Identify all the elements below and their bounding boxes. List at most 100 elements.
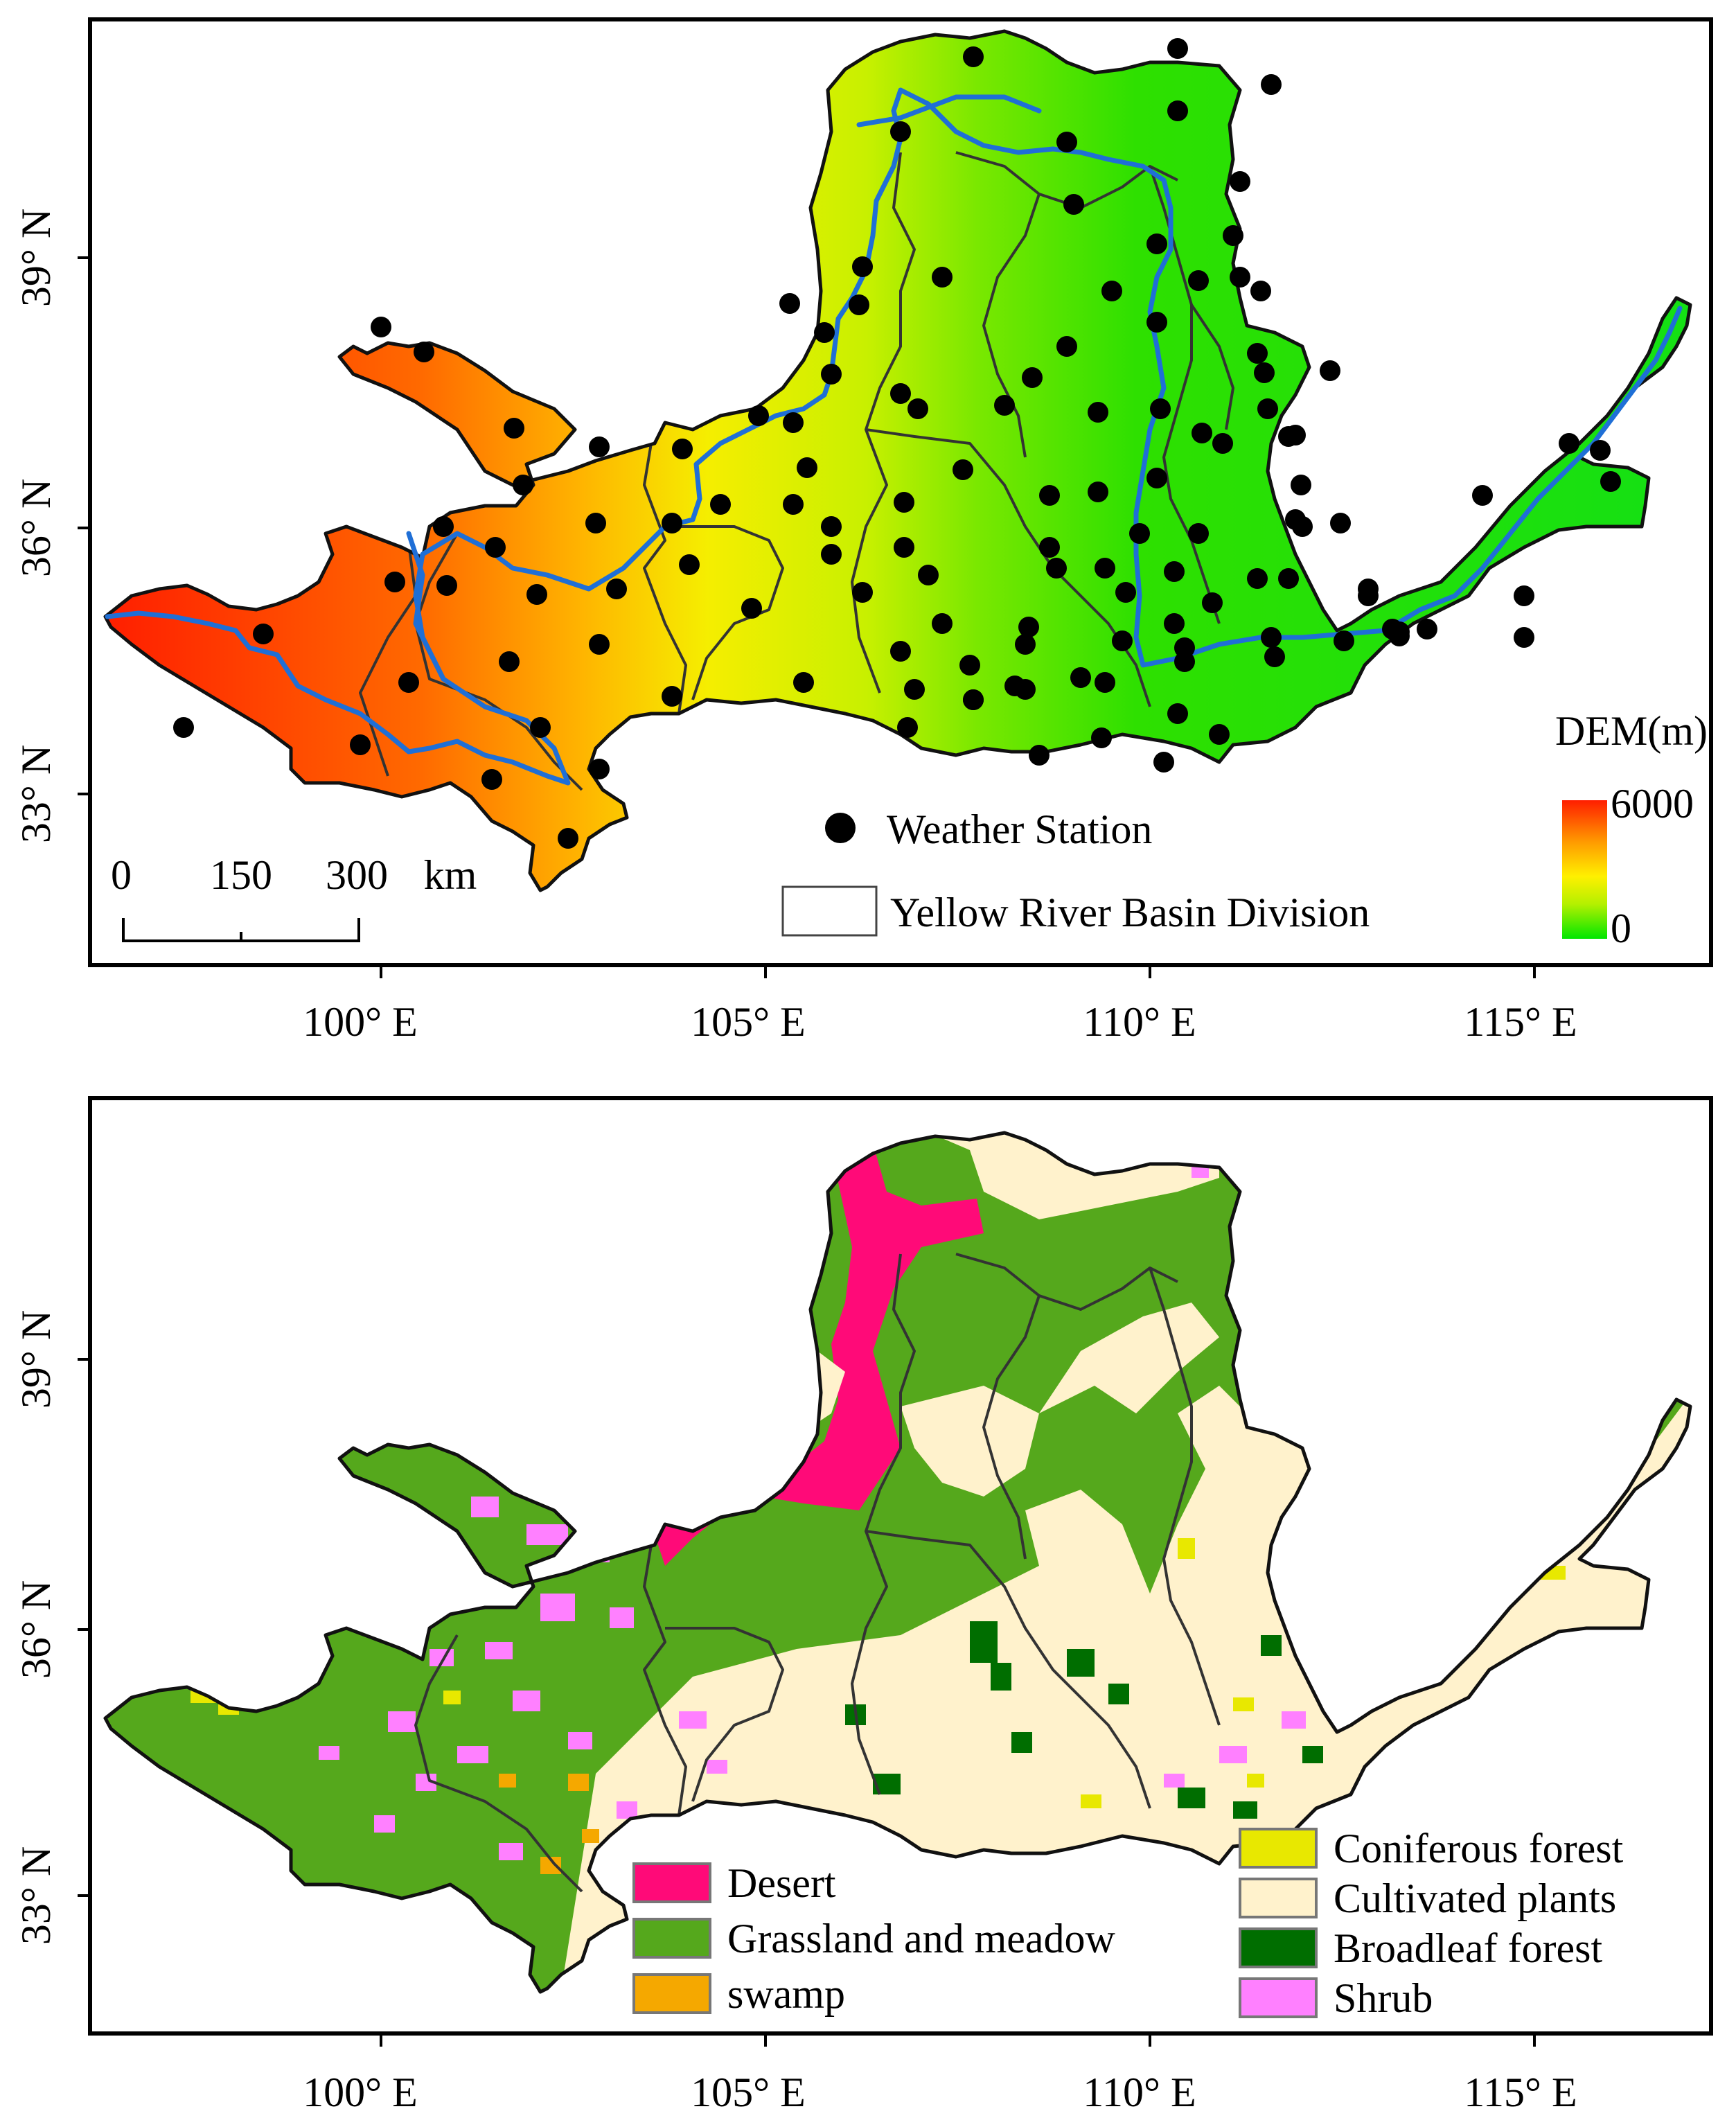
weather-station-marker: [589, 759, 610, 779]
weather-station-marker: [1150, 398, 1171, 419]
weather-station-marker: [1167, 703, 1188, 724]
weather-station-marker: [1070, 667, 1091, 688]
legend-label: Desert: [727, 1860, 836, 1906]
weather-station-marker: [1095, 558, 1115, 579]
weather-station-marker: [1167, 100, 1188, 121]
weather-station-marker: [783, 412, 804, 433]
lon-label: 100° E: [303, 999, 418, 1045]
division-legend-symbol: [781, 885, 878, 937]
weather-station-marker: [1278, 568, 1299, 589]
weather-station-marker: [371, 317, 391, 337]
weather-station-marker: [890, 121, 911, 142]
lon-label: 105° E: [691, 2070, 806, 2115]
weather-station-marker: [1334, 630, 1354, 651]
weather-station-marker: [1129, 523, 1150, 544]
weather-station-marker: [530, 717, 551, 738]
dem-raster: [105, 31, 1690, 890]
weather-station-marker: [1039, 485, 1060, 506]
division-legend-label: Yellow River Basin Division: [890, 890, 1370, 935]
top-legend: Weather Station Yellow River Basin Divis…: [781, 806, 1370, 937]
legend-swatch: [1239, 1828, 1318, 1869]
lon-label: 110° E: [1083, 2070, 1196, 2115]
weather-station-marker: [793, 672, 814, 693]
weather-station-marker: [963, 46, 984, 67]
weather-station-marker: [953, 459, 973, 480]
weather-station-marker: [710, 494, 731, 515]
dem-colorbar: [1562, 800, 1607, 939]
weather-station-marker: [1022, 367, 1043, 388]
weather-station-marker: [741, 598, 762, 619]
weather-station-marker: [513, 475, 533, 495]
weather-station-marker: [779, 293, 800, 314]
weather-station-marker: [1164, 613, 1185, 634]
dem-legend-title: DEM(m): [1555, 708, 1708, 754]
weather-station-marker: [918, 565, 939, 585]
land-cover-legend-right: Coniferous forest Cultivated plantsBroadl…: [1239, 1826, 1624, 2021]
weather-station-marker: [1202, 592, 1223, 613]
weather-station-marker: [1164, 561, 1185, 582]
weather-station-marker: [852, 256, 873, 277]
weather-station-marker: [1320, 360, 1340, 381]
weather-station-marker: [1223, 225, 1243, 246]
top-lat-axis: 39° N 36° N 33° N: [13, 209, 90, 843]
scale-label: 0: [111, 852, 132, 898]
weather-station-marker: [1230, 267, 1250, 288]
weather-station-marker: [1261, 627, 1282, 648]
weather-station-marker: [1590, 440, 1611, 461]
station-legend-label: Weather Station: [887, 806, 1152, 852]
cultivated-area: [1039, 1303, 1219, 1413]
lon-label: 105° E: [691, 999, 806, 1045]
weather-station-marker: [662, 513, 682, 533]
weather-station-marker: [1192, 423, 1212, 443]
weather-station-marker: [994, 395, 1015, 416]
weather-station-marker: [589, 634, 610, 655]
broadleaf-patches: [845, 1621, 1323, 1819]
weather-station-marker: [1188, 523, 1209, 544]
weather-station-marker: [526, 584, 547, 605]
legend-swatch: [1239, 1878, 1318, 1918]
lat-label: 33° N: [13, 1846, 59, 1945]
legend-label: Broadleaf forest: [1334, 1925, 1602, 1971]
weather-station-marker: [1230, 171, 1250, 192]
weather-station-marker: [849, 294, 869, 315]
weather-station-marker: [1056, 336, 1077, 357]
scale-unit: km: [424, 852, 477, 898]
dem-min-label: 0: [1611, 906, 1631, 951]
top-map-frame: [88, 17, 1713, 967]
weather-station-marker: [1417, 619, 1437, 639]
weather-station-marker: [1188, 270, 1209, 291]
weather-station-marker: [1247, 568, 1268, 589]
yellow-river-basin-dem: [105, 31, 1690, 890]
weather-station-marker: [1250, 281, 1271, 301]
bottom-lon-axis: 100° E 105° E 110° E 115° E: [303, 2033, 1577, 2115]
weather-station-marker: [890, 383, 911, 404]
lon-label: 100° E: [303, 2070, 418, 2115]
lon-label: 115° E: [1464, 999, 1577, 1045]
weather-station-marker: [797, 457, 817, 478]
weather-station-marker: [1600, 471, 1621, 492]
weather-station-marker: [821, 364, 842, 385]
weather-station-marker: [1029, 745, 1049, 766]
dem-map-panel: 100° E 105° E 110° E 115° E 39° N 36° N …: [13, 17, 1713, 1045]
weather-station-marker: [350, 734, 371, 755]
weather-station-marker: [481, 769, 502, 790]
station-legend-symbol: [825, 813, 856, 843]
scale-line: [122, 918, 360, 942]
weather-station-marker: [589, 436, 610, 457]
weather-station-marker: [1153, 752, 1174, 773]
weather-station-marker: [907, 398, 928, 419]
land-cover-legend-left: Desert Grassland and meadow swamp: [632, 1860, 1116, 2017]
weather-station-marker: [398, 672, 419, 693]
weather-station-marker: [814, 322, 835, 343]
legend-label: Grassland and meadow: [727, 1916, 1116, 1961]
weather-station-marker: [606, 579, 627, 599]
tributary-line: [406, 531, 446, 682]
weather-station-marker: [499, 651, 520, 672]
weather-station-marker: [384, 572, 405, 592]
weather-station-marker: [852, 582, 873, 603]
bottom-lat-axis: 39° N 36° N 33° N: [13, 1310, 90, 1945]
weather-station-marker: [173, 717, 194, 738]
weather-station-marker: [1146, 312, 1167, 333]
lon-label: 110° E: [1083, 999, 1196, 1045]
weather-station-marker: [963, 689, 984, 710]
